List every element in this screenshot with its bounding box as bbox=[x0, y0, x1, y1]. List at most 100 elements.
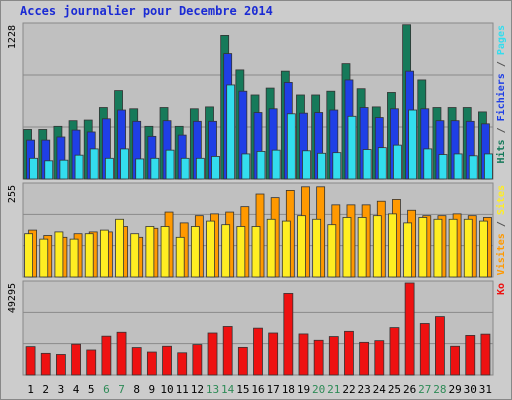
bar-sites-16 bbox=[251, 226, 261, 278]
ymax-label-visites: 255 bbox=[7, 185, 18, 203]
bar-ko-15 bbox=[237, 346, 248, 376]
legend-item: Pages bbox=[496, 25, 507, 55]
bar-sites-19 bbox=[297, 215, 306, 278]
x-tick-label: 29 bbox=[448, 383, 461, 396]
x-tick-label: 31 bbox=[479, 383, 492, 396]
x-tick-label: 15 bbox=[236, 383, 249, 396]
bar-pages-16 bbox=[256, 151, 266, 180]
legend-item: Sites bbox=[495, 185, 507, 215]
bar-pages-10 bbox=[165, 149, 175, 180]
bar-pages-14 bbox=[226, 84, 236, 180]
bar-pages-20 bbox=[317, 152, 327, 180]
bar-sites-12 bbox=[190, 226, 200, 278]
x-tick-label: 5 bbox=[88, 383, 95, 396]
x-tick-label: 14 bbox=[221, 383, 235, 396]
bar-sites-1 bbox=[24, 233, 33, 278]
bar-pages-31 bbox=[484, 153, 493, 180]
bar-sites-13 bbox=[206, 220, 215, 278]
chart-title: Acces journalier pour Decembre 2014 bbox=[20, 4, 273, 18]
bar-ko-14 bbox=[222, 326, 233, 376]
bar-ko-21 bbox=[328, 336, 339, 376]
bar-ko-4 bbox=[71, 343, 81, 376]
bar-sites-26 bbox=[403, 222, 413, 278]
bar-pages-13 bbox=[211, 156, 220, 180]
bar-sites-15 bbox=[236, 226, 246, 278]
x-tick-label: 8 bbox=[133, 383, 140, 396]
bar-ko-6 bbox=[101, 335, 112, 376]
x-tick-label: 10 bbox=[160, 383, 173, 396]
bar-sites-17 bbox=[266, 218, 276, 278]
bar-pages-6 bbox=[104, 157, 114, 180]
bar-ko-3 bbox=[56, 354, 66, 376]
bar-ko-24 bbox=[374, 340, 385, 376]
bar-pages-25 bbox=[393, 144, 402, 180]
bar-sites-21 bbox=[327, 224, 337, 278]
bar-pages-27 bbox=[423, 148, 433, 180]
bar-sites-8 bbox=[130, 233, 140, 278]
x-tick-label: 19 bbox=[297, 383, 310, 396]
bar-ko-8 bbox=[131, 347, 142, 376]
legend-item: Visites bbox=[495, 233, 507, 275]
bar-ko-30 bbox=[465, 335, 476, 376]
x-tick-label: 12 bbox=[191, 383, 204, 396]
bar-pages-29 bbox=[453, 153, 463, 180]
x-tick-label: 13 bbox=[206, 383, 219, 396]
legend-ko: Ko bbox=[496, 283, 507, 295]
x-tick-label: 4 bbox=[73, 383, 80, 396]
bar-ko-29 bbox=[450, 345, 460, 376]
bar-sites-23 bbox=[357, 217, 367, 278]
bar-pages-7 bbox=[120, 148, 129, 180]
x-tick-label: 1 bbox=[27, 383, 34, 396]
bar-sites-2 bbox=[39, 238, 49, 278]
bar-sites-27 bbox=[418, 217, 428, 278]
bar-sites-28 bbox=[433, 218, 443, 278]
bar-sites-14 bbox=[221, 224, 231, 278]
bar-sites-11 bbox=[175, 236, 185, 278]
legend-item: Hits bbox=[495, 139, 507, 163]
legend-item: / bbox=[496, 215, 507, 233]
x-tick-label: 28 bbox=[433, 383, 446, 396]
bar-pages-22 bbox=[347, 115, 357, 180]
bar-pages-2 bbox=[44, 160, 54, 180]
legend-visites: Visites / Sites bbox=[495, 185, 507, 275]
x-tick-label: 23 bbox=[358, 383, 371, 396]
x-tick-label: 20 bbox=[312, 383, 325, 396]
bar-ko-18 bbox=[283, 293, 294, 376]
x-tick-label: 16 bbox=[251, 383, 264, 396]
bar-sites-7 bbox=[115, 218, 124, 278]
bar-pages-19 bbox=[302, 150, 311, 180]
bar-pages-9 bbox=[150, 157, 160, 180]
bar-ko-16 bbox=[253, 327, 263, 376]
bar-pages-15 bbox=[241, 153, 251, 180]
x-tick-label: 26 bbox=[403, 383, 416, 396]
x-tick-label: 9 bbox=[149, 383, 156, 396]
x-tick-label: 11 bbox=[176, 383, 189, 396]
bar-pages-8 bbox=[135, 158, 145, 180]
legend-item: / bbox=[496, 121, 507, 139]
bar-pages-3 bbox=[59, 159, 69, 180]
bar-pages-23 bbox=[362, 149, 372, 180]
bar-ko-19 bbox=[298, 333, 309, 376]
bar-sites-20 bbox=[312, 218, 322, 278]
legend-hits: Hits / Fichiers / Pages bbox=[495, 25, 507, 164]
x-tick-label: 30 bbox=[464, 383, 477, 396]
x-tick-label: 27 bbox=[418, 383, 431, 396]
bar-sites-4 bbox=[69, 238, 79, 278]
bar-ko-28 bbox=[435, 316, 445, 376]
bar-pages-4 bbox=[74, 154, 84, 180]
x-tick-label: 2 bbox=[42, 383, 49, 396]
bar-ko-31 bbox=[480, 333, 491, 376]
bar-sites-31 bbox=[479, 220, 488, 278]
bar-sites-3 bbox=[54, 231, 64, 278]
bar-ko-13 bbox=[207, 332, 218, 376]
bar-sites-18 bbox=[281, 220, 291, 278]
bar-ko-25 bbox=[389, 327, 400, 376]
bar-sites-29 bbox=[448, 218, 458, 278]
bar-sites-30 bbox=[463, 218, 473, 278]
bar-sites-24 bbox=[372, 215, 382, 278]
ymax-label-ko: 49295 bbox=[7, 283, 18, 313]
bar-sites-9 bbox=[145, 226, 155, 278]
bar-pages-26 bbox=[408, 109, 418, 180]
x-tick-label: 25 bbox=[388, 383, 401, 396]
